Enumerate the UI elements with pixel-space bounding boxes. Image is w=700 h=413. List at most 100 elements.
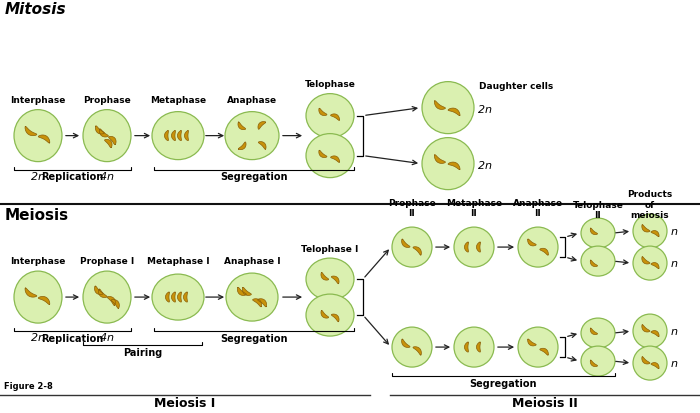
Polygon shape <box>642 357 650 364</box>
Text: Prophase
II: Prophase II <box>388 198 436 218</box>
Polygon shape <box>642 257 650 264</box>
Ellipse shape <box>581 247 615 276</box>
Polygon shape <box>435 102 445 110</box>
Text: Replication: Replication <box>41 333 104 343</box>
Text: Figure 2-8: Figure 2-8 <box>4 381 52 390</box>
Ellipse shape <box>83 271 131 323</box>
Polygon shape <box>99 130 108 138</box>
Text: Metaphase
II: Metaphase II <box>446 198 502 218</box>
Polygon shape <box>99 290 107 298</box>
Ellipse shape <box>225 112 279 160</box>
Text: Meiosis II: Meiosis II <box>512 396 578 409</box>
Ellipse shape <box>633 247 667 280</box>
Ellipse shape <box>581 318 615 348</box>
Ellipse shape <box>518 228 558 268</box>
Polygon shape <box>448 163 460 170</box>
Polygon shape <box>651 231 659 237</box>
Text: Segregation: Segregation <box>470 377 537 388</box>
Polygon shape <box>172 292 176 302</box>
Text: Telophase I: Telophase I <box>301 244 358 254</box>
Polygon shape <box>330 157 340 163</box>
Polygon shape <box>477 342 480 352</box>
Polygon shape <box>477 242 480 252</box>
Polygon shape <box>402 240 410 248</box>
Polygon shape <box>253 299 262 307</box>
Text: Meiosis I: Meiosis I <box>155 396 216 409</box>
Polygon shape <box>413 347 421 355</box>
Text: Daughter cells: Daughter cells <box>479 81 553 90</box>
Text: Interphase: Interphase <box>10 256 66 266</box>
Text: 4$n$: 4$n$ <box>99 169 115 181</box>
Polygon shape <box>238 142 246 150</box>
Polygon shape <box>183 292 188 302</box>
Ellipse shape <box>152 112 204 160</box>
Polygon shape <box>402 339 410 348</box>
Ellipse shape <box>581 218 615 249</box>
Text: Anaphase I: Anaphase I <box>224 256 280 266</box>
Text: 2$n$: 2$n$ <box>477 102 492 114</box>
Polygon shape <box>38 297 50 305</box>
Ellipse shape <box>83 110 131 162</box>
Text: 2$n$: 2$n$ <box>30 169 46 181</box>
Text: 2$n$: 2$n$ <box>30 330 46 342</box>
Polygon shape <box>318 151 327 158</box>
Polygon shape <box>331 314 339 322</box>
Ellipse shape <box>306 294 354 336</box>
Text: $n$: $n$ <box>670 326 678 336</box>
Polygon shape <box>528 339 536 346</box>
Text: Pairing: Pairing <box>123 347 162 357</box>
Polygon shape <box>25 127 37 136</box>
Text: $n$: $n$ <box>670 259 678 268</box>
Text: Replication: Replication <box>41 172 104 182</box>
Text: Products
of
meiosis: Products of meiosis <box>627 190 673 220</box>
Polygon shape <box>465 342 468 352</box>
Polygon shape <box>178 292 181 302</box>
Ellipse shape <box>392 327 432 367</box>
Polygon shape <box>25 288 37 297</box>
Text: $n$: $n$ <box>670 227 678 237</box>
Polygon shape <box>590 328 598 335</box>
Text: Prophase I: Prophase I <box>80 256 134 266</box>
Polygon shape <box>242 288 251 296</box>
Polygon shape <box>38 135 50 144</box>
Text: Segregation: Segregation <box>220 333 288 343</box>
Polygon shape <box>413 247 421 256</box>
Polygon shape <box>258 142 266 150</box>
Polygon shape <box>435 155 445 164</box>
Polygon shape <box>540 249 548 256</box>
Ellipse shape <box>306 134 354 178</box>
Polygon shape <box>331 276 339 284</box>
Ellipse shape <box>14 110 62 162</box>
Polygon shape <box>172 131 176 141</box>
Polygon shape <box>321 311 329 318</box>
Polygon shape <box>330 115 340 121</box>
Ellipse shape <box>422 138 474 190</box>
Polygon shape <box>258 122 266 130</box>
Text: Metaphase: Metaphase <box>150 95 206 104</box>
Ellipse shape <box>454 228 494 268</box>
Text: Interphase: Interphase <box>10 95 66 104</box>
Polygon shape <box>642 325 650 332</box>
Polygon shape <box>165 292 169 302</box>
Polygon shape <box>642 225 650 233</box>
Polygon shape <box>651 263 659 269</box>
Polygon shape <box>318 109 327 116</box>
Ellipse shape <box>454 327 494 367</box>
Ellipse shape <box>518 327 558 367</box>
Polygon shape <box>238 123 246 131</box>
Polygon shape <box>111 300 119 309</box>
Text: Meiosis: Meiosis <box>5 207 69 222</box>
Polygon shape <box>651 363 659 369</box>
Ellipse shape <box>422 83 474 134</box>
Polygon shape <box>185 131 188 141</box>
Text: Anaphase: Anaphase <box>227 95 277 104</box>
Polygon shape <box>540 349 548 355</box>
Ellipse shape <box>306 259 354 300</box>
Ellipse shape <box>581 346 615 376</box>
Ellipse shape <box>226 273 278 321</box>
Polygon shape <box>95 127 104 135</box>
Polygon shape <box>258 299 267 307</box>
Polygon shape <box>528 240 536 246</box>
Polygon shape <box>107 297 116 306</box>
Ellipse shape <box>14 271 62 323</box>
